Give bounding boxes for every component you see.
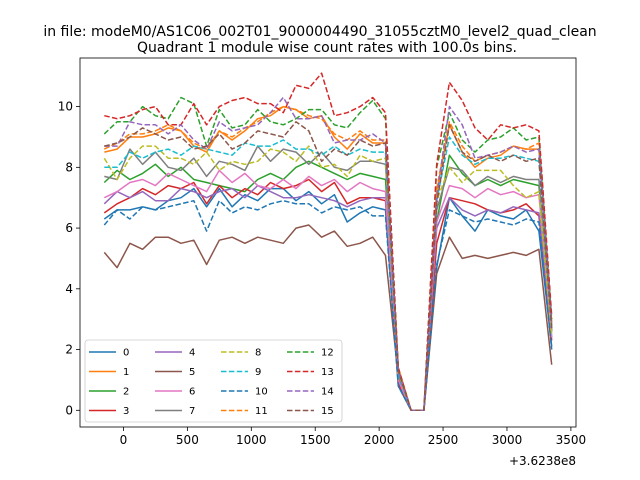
y-tick-label: 0 xyxy=(65,403,73,417)
plot-frame xyxy=(79,57,577,428)
series-line-5 xyxy=(103,224,553,412)
chart-title: Quadrant 1 module wise count rates with … xyxy=(137,40,517,56)
series-line-15 xyxy=(104,121,553,412)
series-line-7 xyxy=(104,145,553,412)
y-axis: 0 2 4 6 8 10 xyxy=(58,100,80,417)
x-tick-label: 0 xyxy=(120,433,128,447)
legend-box xyxy=(84,339,343,423)
series-line-12 xyxy=(103,96,553,412)
series-line-13 xyxy=(104,72,553,412)
legend-label-10: 10 xyxy=(255,387,268,398)
series-line-4 xyxy=(103,184,553,412)
series-line-6 xyxy=(103,169,553,412)
x-tick-label: 2500 xyxy=(428,433,459,447)
legend-label-4: 4 xyxy=(189,348,195,359)
series-line-11 xyxy=(103,105,553,412)
x-tick-label: 1000 xyxy=(236,433,267,447)
y-tick-label: 2 xyxy=(65,343,73,357)
legend-label-15: 15 xyxy=(321,406,334,417)
legend-label-6: 6 xyxy=(189,387,195,398)
y-tick-label: 4 xyxy=(65,282,73,296)
series-line-8 xyxy=(103,145,553,412)
chart-suptitle: in file: modeM0/AS1C06_002T01_9000004490… xyxy=(43,24,596,40)
legend-label-5: 5 xyxy=(189,367,195,378)
x-tick-label: 500 xyxy=(176,433,199,447)
legend-label-12: 12 xyxy=(321,348,334,359)
legend-label-14: 14 xyxy=(321,387,334,398)
legend-label-11: 11 xyxy=(255,406,268,417)
series-line-9 xyxy=(104,136,553,412)
x-tick-label: 1500 xyxy=(300,433,331,447)
series-line-3 xyxy=(103,178,553,412)
legend-label-13: 13 xyxy=(321,367,334,378)
legend-label-0: 0 xyxy=(123,348,129,359)
x-offset-label: +3.6238e8 xyxy=(509,454,576,468)
series-lines xyxy=(103,72,553,412)
x-tick-label: 3000 xyxy=(492,433,523,447)
legend-label-8: 8 xyxy=(255,348,261,359)
y-tick-label: 8 xyxy=(65,160,73,174)
legend-label-3: 3 xyxy=(123,406,129,417)
x-tick-label: 3500 xyxy=(556,433,587,447)
legend-label-9: 9 xyxy=(255,367,261,378)
series-line-10 xyxy=(103,199,553,412)
legend-label-2: 2 xyxy=(123,387,129,398)
x-tick-label: 2000 xyxy=(364,433,395,447)
legend-label-7: 7 xyxy=(189,406,195,417)
series-line-14 xyxy=(104,96,553,412)
y-tick-label: 10 xyxy=(58,100,73,114)
y-tick-label: 6 xyxy=(65,221,73,235)
legend-label-1: 1 xyxy=(123,367,129,378)
x-axis: 0 500 1000 1500 2000 2500 3000 3500 xyxy=(120,427,587,447)
